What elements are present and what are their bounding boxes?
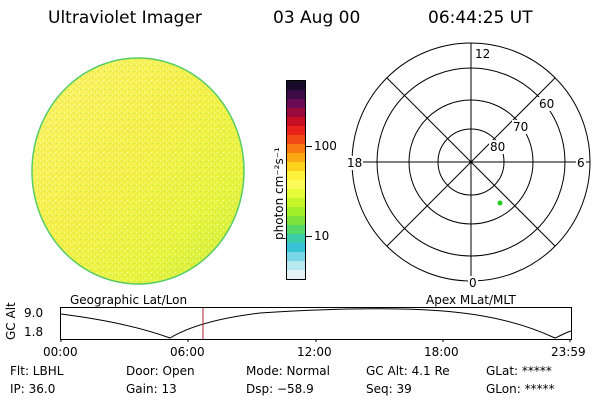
colorbar-segment	[287, 162, 305, 171]
mlt-label-0: 0	[468, 276, 478, 290]
timeline-x-label-0600: 06:00	[170, 345, 205, 359]
filter-value: Flt: LBHL	[10, 364, 64, 378]
lat-label-80: 80	[489, 140, 507, 154]
timeline-y-axis-label: GC Alt	[4, 302, 18, 340]
colorbar-segment	[287, 270, 305, 279]
colorbar-segment	[287, 171, 305, 180]
colorbar-segment	[287, 216, 305, 225]
colorbar-segment	[287, 234, 305, 243]
spacecraft-position-marker	[497, 200, 503, 206]
disk-noise-texture	[33, 59, 243, 283]
timeline-x-label-0000: 00:00	[43, 345, 78, 359]
dsp-value: Dsp: −58.9	[246, 382, 314, 396]
colorbar-segment	[287, 198, 305, 207]
colorbar-segment	[287, 99, 305, 108]
colorbar	[286, 80, 306, 280]
colorbar-segment	[287, 81, 305, 90]
lat-label-60: 60	[538, 97, 556, 111]
colorbar-label-10: 10	[314, 229, 330, 243]
instrument-title: Ultraviolet Imager	[48, 8, 202, 28]
mlt-label-12: 12	[474, 47, 492, 61]
orbit-altitude-timeline	[60, 307, 572, 342]
timeline-y-tick-bottom: 1.8	[24, 325, 44, 339]
colorbar-segment	[287, 135, 305, 144]
colorbar-label-100: 100	[314, 139, 337, 153]
colorbar-segment	[287, 108, 305, 117]
observation-date: 03 Aug 00	[273, 8, 361, 28]
timeline-frame	[60, 307, 572, 340]
polar-mlat-mlt-grid	[351, 42, 591, 282]
colorbar-tick-10	[306, 236, 312, 237]
sequence-value: Seq: 39	[366, 382, 412, 396]
geographic-longitude: GLon: *****	[486, 382, 555, 396]
timeline-x-label-2359: 23:59	[551, 345, 586, 359]
lat-label-70: 70	[512, 120, 530, 134]
colorbar-segment	[287, 189, 305, 198]
colorbar-segment	[287, 252, 305, 261]
colorbar-segment	[287, 225, 305, 234]
mode-value: Mode: Normal	[246, 364, 330, 378]
door-status: Door: Open	[126, 364, 195, 378]
timeline-right-title: Apex MLat/MLT	[426, 293, 516, 307]
gc-altitude-value: GC Alt: 4.1 Re	[366, 364, 450, 378]
mlt-label-18: 18	[346, 156, 364, 170]
geographic-latitude: GLat: *****	[486, 364, 552, 378]
ip-value: IP: 36.0	[10, 382, 56, 396]
timeline-y-tick-top: 9.0	[24, 306, 44, 320]
colorbar-segment	[287, 243, 305, 252]
colorbar-segment	[287, 180, 305, 189]
colorbar-segment	[287, 90, 305, 99]
colorbar-unit-label: photon cm⁻²s⁻¹	[272, 147, 286, 240]
polar-diagonal-b	[386, 77, 556, 247]
colorbar-segment	[287, 207, 305, 216]
mlt-label-6: 6	[576, 156, 586, 170]
colorbar-segment	[287, 144, 305, 153]
gain-value: Gain: 13	[126, 382, 177, 396]
timeline-x-label-1800: 18:00	[424, 345, 459, 359]
colorbar-segment	[287, 126, 305, 135]
observation-time: 06:44:25 UT	[428, 8, 533, 28]
colorbar-tick-100	[306, 146, 312, 147]
orbit-altitude-curve	[60, 308, 572, 339]
colorbar-segment	[287, 117, 305, 126]
colorbar-segment	[287, 153, 305, 162]
timeline-x-label-1200: 12:00	[297, 345, 332, 359]
colorbar-segment	[287, 261, 305, 270]
uv-earth-image	[31, 57, 245, 285]
timeline-left-title: Geographic Lat/Lon	[70, 293, 188, 307]
